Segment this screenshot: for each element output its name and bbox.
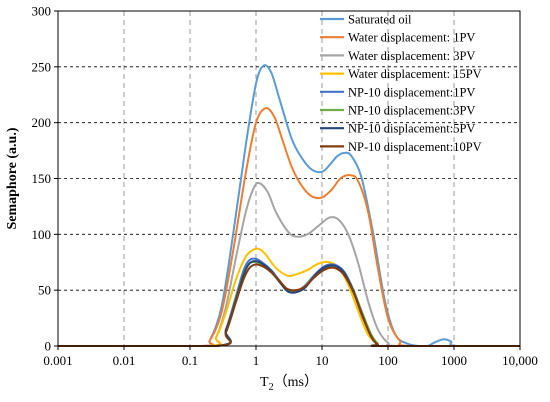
series-line-7 bbox=[58, 260, 520, 348]
series-line-6 bbox=[58, 260, 520, 348]
x-tick-label: 100 bbox=[378, 353, 398, 368]
x-tick-label: 0.001 bbox=[43, 353, 72, 368]
x-tick-label: 10 bbox=[316, 353, 329, 368]
y-tick-label: 250 bbox=[32, 59, 52, 74]
legend-entry-label: NP-10 displacement:3PV bbox=[348, 104, 475, 118]
series-line-3 bbox=[58, 181, 520, 348]
series-line-5 bbox=[58, 257, 520, 348]
series-layer bbox=[58, 64, 520, 348]
y-tick-label: 300 bbox=[32, 4, 52, 19]
y-tick-label: 0 bbox=[45, 339, 52, 354]
ticks: 0.001 0.01 0.1 1 10 100 1000 10,000 0 50 100 150 200… bbox=[32, 4, 538, 369]
legend-entry-label: NP-10 displacement:10PV bbox=[348, 140, 482, 154]
y-tick-label: 100 bbox=[32, 227, 52, 242]
y-axis-title: Semaphore (a.u.) bbox=[5, 127, 20, 229]
series-line-2 bbox=[58, 107, 520, 348]
legend-entry-label: Water displacement: 1PV bbox=[348, 31, 475, 45]
legend-entry-label: Water displacement: 3PV bbox=[348, 49, 475, 63]
series-line-4 bbox=[58, 247, 520, 348]
y-tick-label: 150 bbox=[32, 171, 52, 186]
x-axis-title-subscript: 2 bbox=[269, 382, 274, 393]
y-tick-label: 200 bbox=[32, 115, 52, 130]
x-tick-label: 10,000 bbox=[502, 353, 538, 368]
series-line-8 bbox=[58, 263, 520, 348]
legend-entry-label: Water displacement: 15PV bbox=[348, 67, 482, 81]
x-tick-label: 1000 bbox=[441, 353, 467, 368]
y-tick-label: 50 bbox=[38, 283, 51, 298]
legend-entry-label: Saturated oil bbox=[348, 13, 412, 27]
x-axis-title-unit: （ms） bbox=[274, 374, 318, 390]
x-axis-title-main: T bbox=[260, 375, 269, 390]
legend-entry-label: NP-10 displacement:1PV bbox=[348, 85, 475, 99]
legend: Saturated oil Water displacement: 1PV Wate… bbox=[320, 13, 482, 154]
legend-entry-label: NP-10 displacement:5PV bbox=[348, 122, 475, 136]
x-tick-label: 1 bbox=[253, 353, 260, 368]
x-axis-title: T2（ms） bbox=[260, 374, 318, 393]
x-tick-label: 0.1 bbox=[182, 353, 198, 368]
x-tick-label: 0.01 bbox=[113, 353, 136, 368]
